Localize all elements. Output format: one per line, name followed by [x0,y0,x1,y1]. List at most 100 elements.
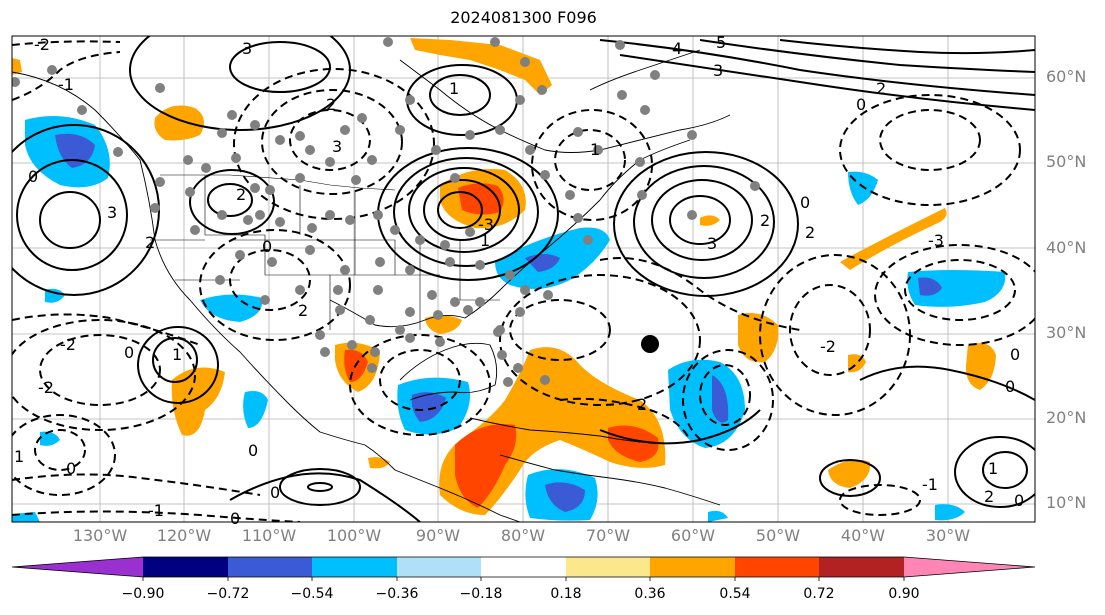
contour-label: 1 [172,345,182,364]
contour-label: -3 [478,215,494,234]
contour-label: 2 [637,395,647,414]
contour-label: 2 [984,487,994,506]
contour-label: 0 [262,237,272,256]
anomaly-fill [708,510,728,522]
contour-label: 3 [713,61,723,80]
contour-label: 2 [236,185,246,204]
lon-label: 110°W [241,526,297,545]
anomaly-fill [12,58,22,75]
lat-label: 10°N [1046,493,1087,512]
contour-label: 0 [270,483,280,502]
contour-label: 0 [248,441,258,460]
colorbar-tick-label: −0.72 [206,586,250,602]
lon-label: 80°W [500,526,546,545]
contour-label: 2 [145,233,155,252]
contour-label: 0 [1014,491,1024,510]
colorbar-tick-label: 0.54 [719,586,751,602]
contour-label: -1 [922,475,938,494]
contour-label: -1 [148,501,164,520]
contour-label: 0 [230,509,240,528]
colorbar-tick-label: 0.72 [803,586,835,602]
anomaly-fill [411,392,446,422]
lat-label: 50°N [1046,152,1087,171]
lat-label: 30°N [1046,323,1087,342]
contour-label: 0 [1010,345,1020,364]
colorbar-segment [228,557,312,577]
contour-label: 3 [107,203,117,222]
colorbar-segment [819,557,904,577]
map-title: 2024081300 F096 [450,8,597,27]
anomaly-fill [545,482,585,512]
contour-label: 5 [716,33,726,52]
anomaly-fill [918,277,942,296]
contour-label: 0 [1005,377,1015,396]
anomaly-fill [243,391,268,428]
colorbar-segment [312,557,397,577]
contour-labels: 1 3 4 5 3 2 0 3 2 2 3 1 2 3 2 0 -3 1 -2 … [14,33,1024,528]
contour-label: 1 [480,231,490,250]
storm-center-marker [641,335,659,353]
contour-label: 1 [449,79,459,98]
contour-label: 0 [856,95,866,114]
coastlines [12,49,731,522]
colorbar-segment [735,557,819,577]
lon-label: 120°W [156,526,212,545]
contour-label: 2 [876,79,886,98]
contour-label: -3 [928,231,944,250]
anomaly-fill [840,208,947,270]
contour-label: 2 [298,301,308,320]
contour-label: 3 [242,39,252,58]
anomaly-fill [712,375,729,423]
map-frame [11,35,1036,523]
colorbar-segment [650,557,735,577]
lon-label: 60°W [670,526,716,545]
contour-label: -2 [34,35,50,54]
colorbar-segment [566,557,650,577]
anomaly-fill [455,424,517,508]
anomaly-fill [738,312,779,363]
lon-label: 50°W [755,526,801,545]
lon-label: 90°W [415,526,461,545]
colorbar-segment [12,557,143,577]
anomaly-fill [700,215,720,226]
contour-label: 0 [66,459,76,478]
contour-label: 0 [800,193,810,212]
colorbar-tick-label: −0.36 [375,586,419,602]
colorbar-tick-label: 0.18 [550,586,582,602]
anomaly-fill [608,425,659,462]
contour-label: 1 [988,459,998,478]
colorbar-tick-label: 0.36 [634,586,666,602]
contour-label: -2 [820,337,836,356]
lat-label: 20°N [1046,408,1087,427]
negative-contours [12,40,1035,522]
contour-label: -2 [38,378,54,397]
contour-label: -1 [58,75,74,94]
colorbar-segment [481,557,566,577]
lat-label: 40°N [1046,238,1087,257]
colorbar-segment [143,557,228,577]
anomaly-fill [425,315,462,334]
colorbar-tick-label: −0.18 [459,586,503,602]
anomaly-fill [935,504,965,521]
contour-label: 0 [124,343,134,362]
anomaly-fill [828,459,871,488]
colorbar-tick-label: −0.90 [121,586,165,602]
contour-label: -2 [60,335,76,354]
contour-label: 3 [707,234,717,253]
anomaly-fill [200,294,263,322]
lon-label: 30°W [925,526,971,545]
station-markers [12,37,760,387]
contour-label: 1 [590,140,600,159]
contour-label: 2 [326,95,336,114]
colorbar [11,556,1036,581]
anomaly-fill [40,431,60,446]
colorbar-tick-label: 0.90 [888,586,920,602]
lon-label: 40°W [840,526,886,545]
positive-contours [12,36,1035,522]
contour-label: 4 [672,39,682,58]
colorbar-segment [904,557,1035,577]
anomaly-fill [965,342,996,390]
anomaly-fill [410,38,552,95]
lon-label: 70°W [585,526,631,545]
